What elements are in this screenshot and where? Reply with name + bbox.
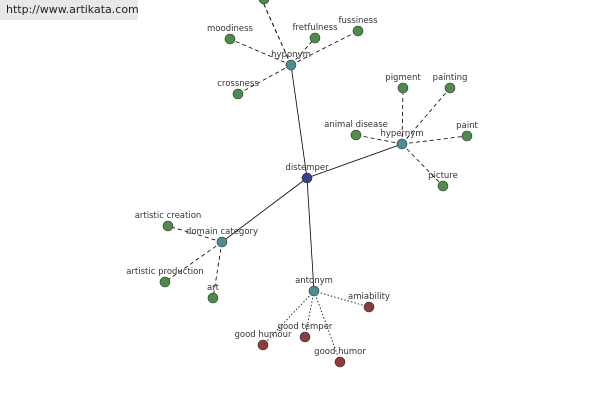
node-label: artistic production <box>126 267 204 277</box>
edge <box>401 87 404 145</box>
leaf-node[interactable] <box>299 331 311 343</box>
node-label: fussiness <box>338 16 378 26</box>
node-label: domain category <box>186 227 258 237</box>
leaf-node[interactable] <box>309 32 321 44</box>
leaf-node[interactable] <box>397 82 409 94</box>
leaf-node[interactable] <box>363 301 375 313</box>
edge <box>401 143 444 187</box>
edge <box>401 135 468 145</box>
edge <box>164 241 223 283</box>
edge <box>290 30 359 66</box>
node-label: hyponym <box>271 50 311 60</box>
edge <box>313 290 341 363</box>
node-label: animal disease <box>324 120 388 130</box>
node-label: good humor <box>314 347 366 357</box>
relation-node[interactable] <box>396 138 408 150</box>
edge <box>290 64 308 179</box>
edge <box>212 241 223 299</box>
node-label: pigment <box>385 73 421 83</box>
leaf-node[interactable] <box>352 25 364 37</box>
edge <box>237 64 292 95</box>
node-label: picture <box>428 171 458 181</box>
node-label: moodiness <box>207 24 253 34</box>
edge <box>313 290 370 308</box>
url-banner[interactable]: http://www.artikata.com <box>0 0 139 20</box>
edge <box>221 177 308 243</box>
leaf-node[interactable] <box>334 356 346 368</box>
edge <box>304 290 315 338</box>
edge <box>401 87 451 145</box>
leaf-node[interactable] <box>461 130 473 142</box>
edge <box>306 177 315 292</box>
edge <box>261 0 292 66</box>
leaf-node[interactable] <box>232 88 244 100</box>
edge <box>290 37 316 66</box>
node-label: good humour <box>234 330 292 340</box>
leaf-node[interactable] <box>159 276 171 288</box>
leaf-node[interactable] <box>207 292 219 304</box>
relation-node[interactable] <box>308 285 320 297</box>
edge <box>167 225 223 243</box>
node-label: painting <box>433 73 468 83</box>
node-label: hypernym <box>380 129 423 139</box>
node-label: amiability <box>348 292 390 302</box>
leaf-node[interactable] <box>257 339 269 351</box>
node-label: paint <box>456 121 478 131</box>
node-label: antonym <box>295 276 333 286</box>
node-label: crossness <box>217 79 259 89</box>
node-label: good temper <box>278 322 333 332</box>
leaf-node[interactable] <box>444 82 456 94</box>
relation-node[interactable] <box>285 59 297 71</box>
relation-node[interactable] <box>216 236 228 248</box>
leaf-node[interactable] <box>162 220 174 232</box>
edge <box>355 134 403 145</box>
center-node[interactable] <box>301 172 313 184</box>
node-label: distemper <box>285 163 329 173</box>
leaf-node[interactable] <box>224 33 236 45</box>
node-label: fretfulness <box>292 23 338 33</box>
leaf-node <box>258 0 270 5</box>
node-label: artistic creation <box>135 211 202 221</box>
edge <box>306 143 403 179</box>
leaf-node[interactable] <box>350 129 362 141</box>
node-label: art <box>207 283 220 293</box>
leaf-node[interactable] <box>437 180 449 192</box>
